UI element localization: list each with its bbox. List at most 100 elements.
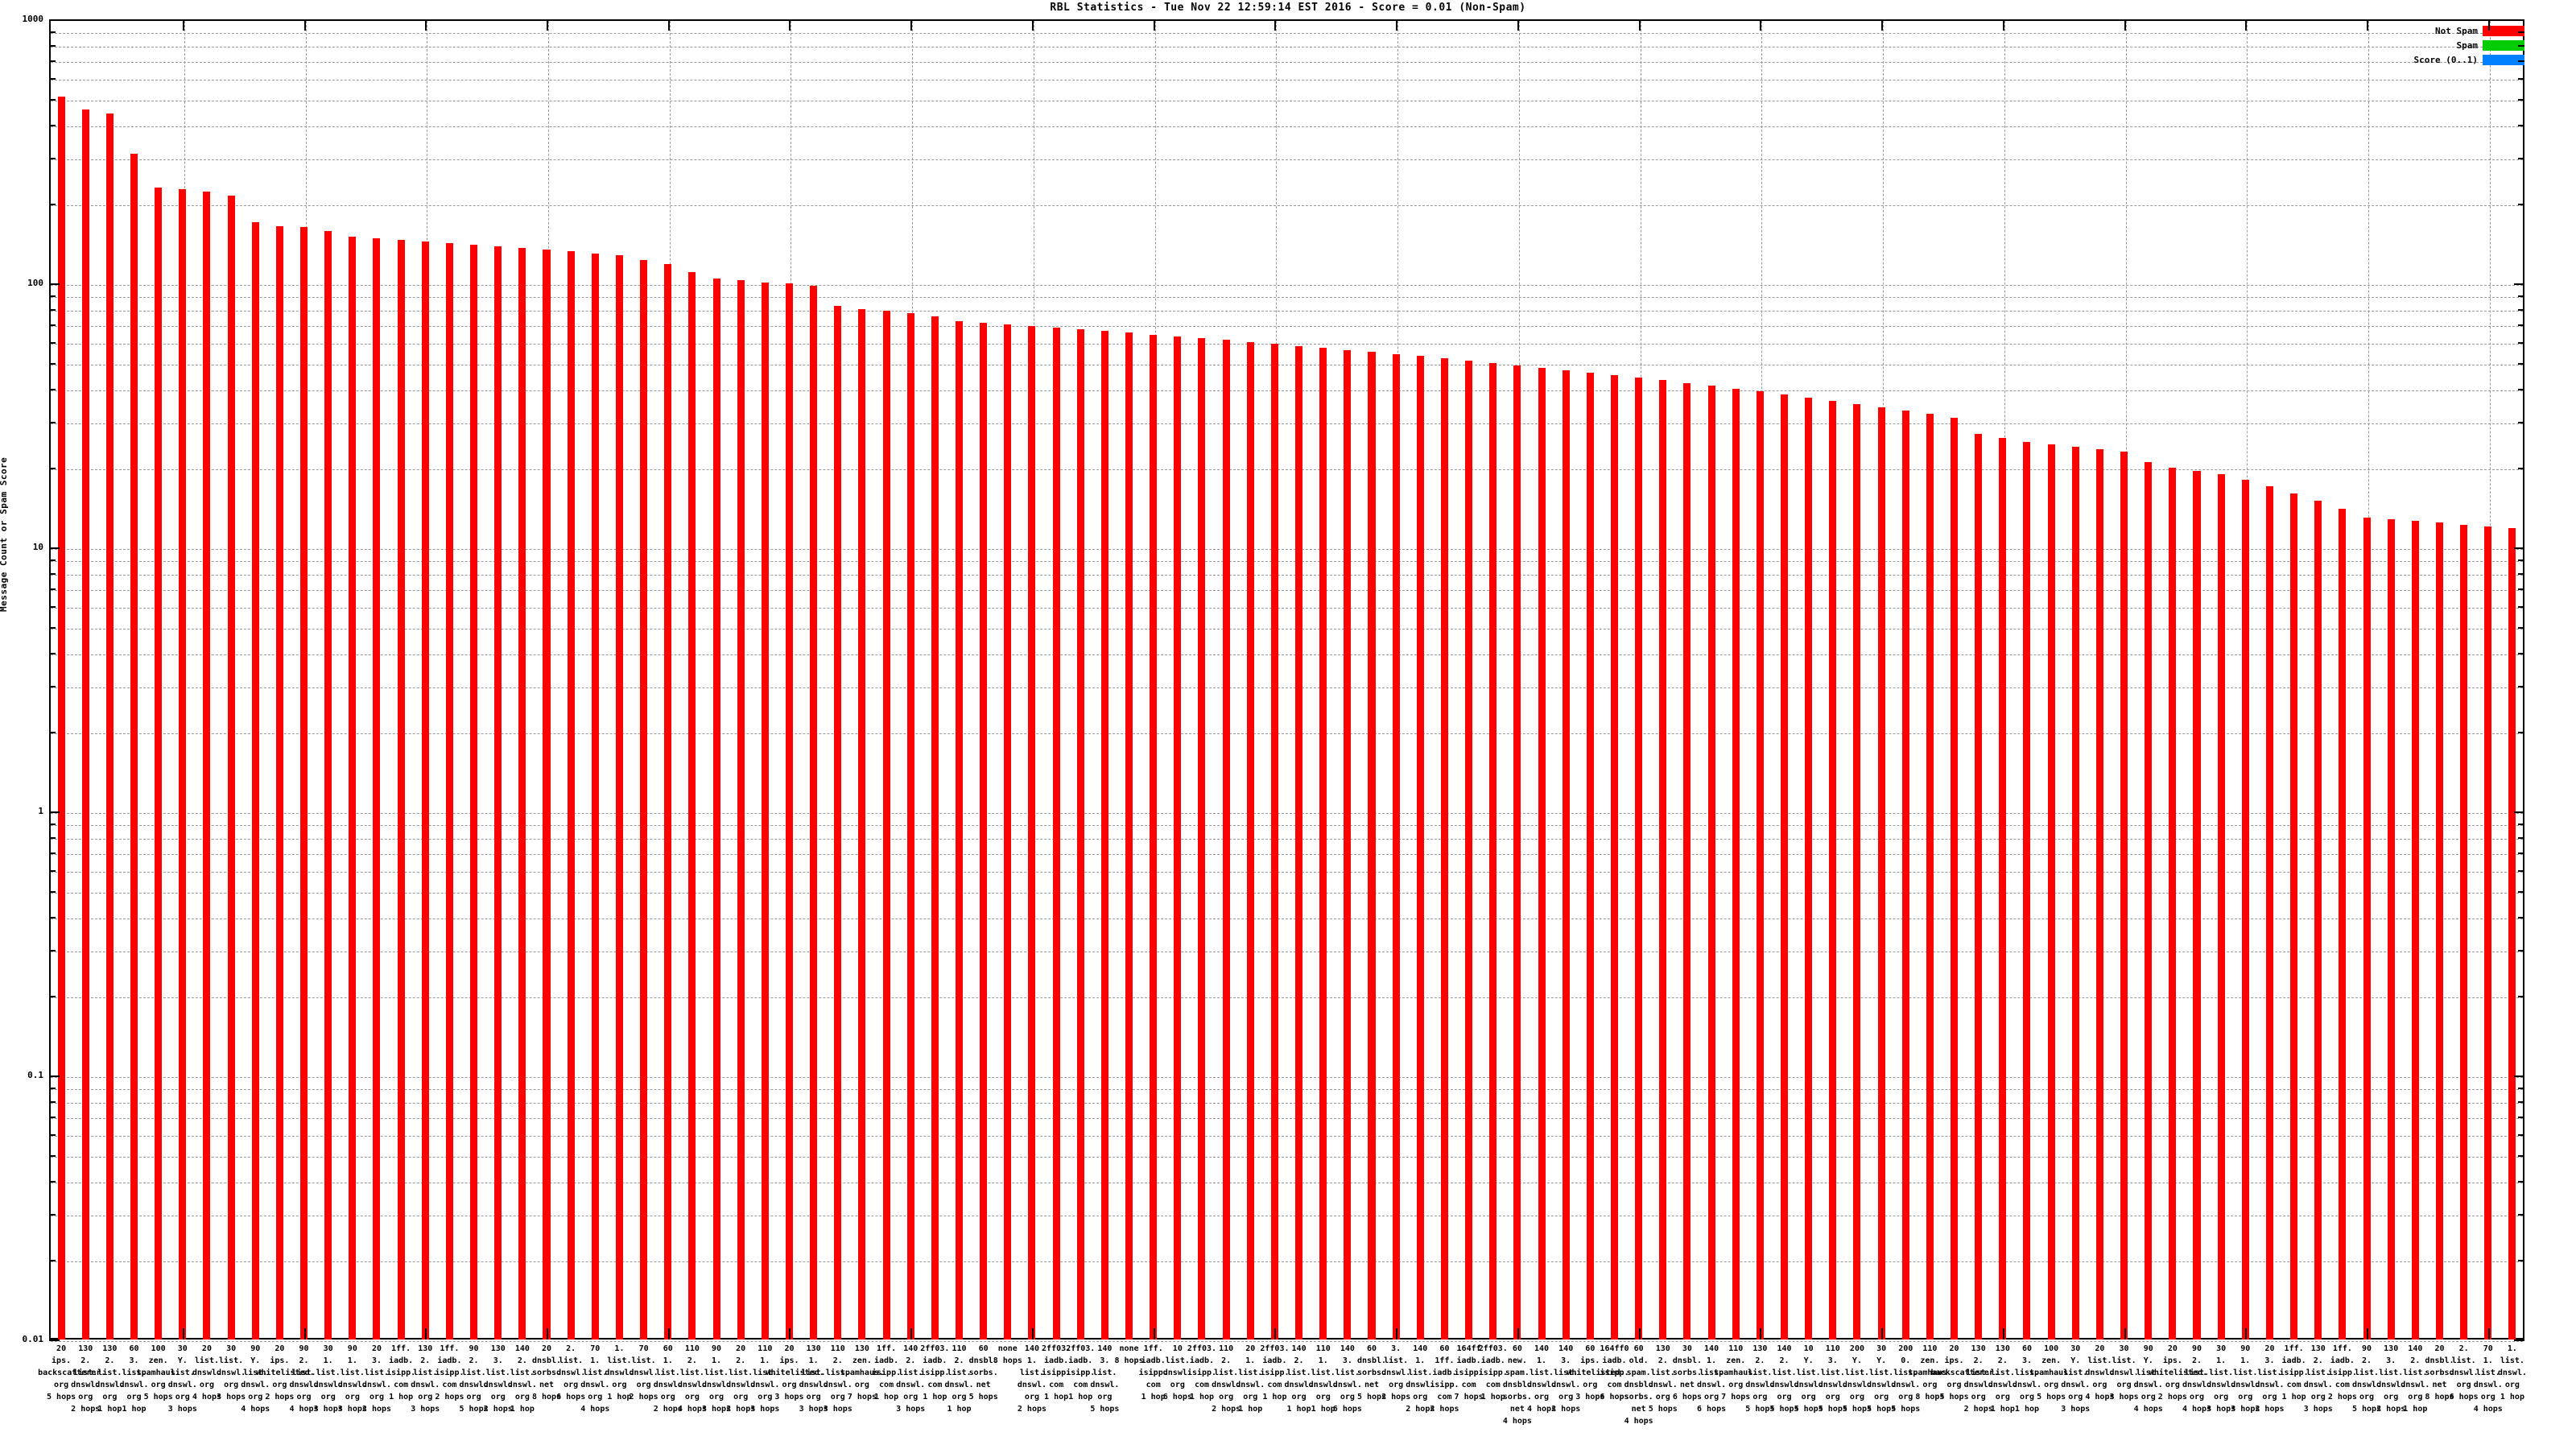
bar	[494, 246, 502, 1340]
x-axis-label-line: 5 hops	[1867, 1405, 1897, 1414]
x-axis-label-line: dnswl.	[71, 1381, 101, 1389]
x-axis-label-line: org	[588, 1393, 603, 1402]
x-axis-label-line: list.	[97, 1368, 122, 1377]
x-axis-label-line: com	[2334, 1381, 2350, 1389]
bar	[2047, 444, 2055, 1340]
x-axis-label-line: 8 hops	[1915, 1393, 1945, 1402]
bar	[179, 188, 187, 1340]
bar	[1975, 433, 1983, 1340]
x-axis-label-line: 4 hops	[241, 1405, 270, 1414]
x-axis-label-line: 130	[806, 1344, 821, 1353]
y-axis-minor-tick	[49, 605, 56, 608]
x-axis-label-line: dnswl.	[677, 1381, 707, 1389]
x-axis-tick-label: 2ff03. iadb. isipp. com 1 hop	[1251, 1343, 1298, 1403]
bar	[1635, 377, 1643, 1340]
x-axis-tick-label: 140 3. list. dnswl. org 6 hops	[1324, 1343, 1371, 1415]
x-axis-tick-label: 164ff0 iadb. isipp. com 6 hops	[1591, 1343, 1637, 1403]
gridline-horizontal	[51, 997, 2523, 999]
x-axis-label-line: dnswl.	[192, 1368, 222, 1377]
bar	[2290, 493, 2298, 1340]
x-axis-tick-label: 60 3. list. dnswl. org 1 hop	[2004, 1343, 2050, 1415]
x-axis-label-line: 2 hops	[2157, 1393, 2187, 1402]
bar	[1028, 325, 1036, 1340]
x-axis-tick-label: 130 2. list. dnswl. org 2 hops	[1955, 1343, 2002, 1415]
x-axis-label-line: 140	[2408, 1344, 2423, 1353]
gridline-horizontal	[51, 205, 2523, 207]
x-axis-label-line: 1 hop	[1990, 1405, 2015, 1414]
x-axis-label-line: org	[2092, 1381, 2107, 1389]
y-axis-minor-tick	[49, 60, 56, 62]
x-axis-label-line: list.	[1893, 1368, 1918, 1377]
bar	[1926, 414, 1934, 1340]
x-axis-label-line: dnswl.	[2401, 1381, 2430, 1389]
x-axis-label-line: iadb.	[1480, 1356, 1505, 1365]
x-axis-label-line: 3 hops	[1575, 1393, 1605, 1402]
x-axis-label-line: isipp.	[1260, 1368, 1290, 1377]
x-axis-label-line: 100	[2044, 1344, 2059, 1353]
x-axis-label-line: Y.	[2070, 1356, 2081, 1365]
x-axis-label-line: sorbs.	[1502, 1393, 1532, 1402]
x-axis-tick-label: 140 1. list. dnswl. org 6 hops	[1688, 1343, 1735, 1415]
bar	[1004, 324, 1012, 1340]
bar	[1150, 334, 1158, 1340]
y-axis-minor-tick	[2518, 949, 2524, 952]
x-axis-label-line: 2ff03.	[1478, 1344, 1508, 1353]
bar	[2071, 447, 2079, 1340]
x-axis-label-line: 30	[1682, 1344, 1692, 1353]
x-axis-tick-label: 130 2. list. dnswl. org 3 hops	[2295, 1343, 2342, 1415]
x-axis-tick-label: 60 old. spam. dnsbl. sorbs. net 4 hops	[1616, 1343, 1662, 1427]
x-axis-label-line: org	[1170, 1381, 1185, 1389]
x-axis-tick-label: 130 2. list. dnswl. org 5 hops	[1736, 1343, 1783, 1415]
y-axis-minor-tick	[2518, 421, 2524, 423]
x-axis-tick-label: 140 2. list. dnswl. org 3 hops	[887, 1343, 934, 1415]
bar	[882, 310, 890, 1340]
x-axis-label-line: 6 hops	[1600, 1393, 1629, 1402]
x-axis-label-line: 1.	[2507, 1344, 2517, 1353]
x-axis-label-line: dnsbl.	[1356, 1356, 1387, 1365]
x-axis-tick-label: 70 1. list. dnswl. org 4 hops	[572, 1343, 618, 1415]
bar	[81, 109, 89, 1340]
x-axis-label-line: isipp.	[1600, 1368, 1629, 1377]
bar	[397, 240, 405, 1340]
x-axis-label-line: org	[175, 1393, 190, 1402]
x-axis-label-line: org	[296, 1393, 312, 1402]
gridline-horizontal	[51, 61, 2523, 63]
x-axis-label-line: 164ff	[1456, 1344, 1481, 1353]
gridline-horizontal	[51, 549, 2523, 550]
x-axis-tick	[789, 1328, 791, 1340]
bar	[1513, 365, 1521, 1340]
x-axis-label-line: org	[1946, 1381, 1962, 1389]
x-axis-label-line: dnswl.	[2255, 1381, 2285, 1389]
bar	[227, 195, 235, 1340]
x-axis-tick	[303, 19, 306, 31]
x-axis-label-line: ips.	[1580, 1356, 1600, 1365]
x-axis-label-line: list.	[510, 1368, 535, 1377]
x-axis-label-line: 130	[1655, 1344, 1670, 1353]
x-axis-label-line: 130	[1971, 1344, 1986, 1353]
x-axis-label-line: org	[636, 1381, 651, 1389]
x-axis-label-line: 1 hop	[923, 1393, 947, 1402]
x-axis-label-line: org	[1389, 1381, 1404, 1389]
x-axis-label-line: com	[1267, 1381, 1282, 1389]
x-axis-tick-label: 30 Y. list. dnswl. org 3 hops	[2052, 1343, 2099, 1415]
legend-label: Score (0..1)	[2413, 55, 2478, 65]
x-axis-label-line: org	[2310, 1393, 2326, 1402]
x-axis-label-line: org	[2189, 1393, 2205, 1402]
x-axis-label-line: whitelisted.	[2149, 1368, 2208, 1377]
x-axis-tick-label: 1ff. iadb. isipp. com 1 hop	[1130, 1343, 1177, 1403]
gridline-horizontal	[51, 825, 2523, 826]
x-axis-label-line: list.	[1529, 1368, 1554, 1377]
x-axis-label-line: 1 hop	[2403, 1405, 2428, 1414]
gridline-horizontal	[51, 607, 2523, 609]
x-axis-label-line: isipp.	[872, 1368, 902, 1377]
y-axis-minor-tick	[49, 1213, 56, 1216]
bar	[810, 285, 818, 1340]
x-axis-label-line: none	[997, 1344, 1018, 1353]
bar	[373, 238, 381, 1340]
x-axis-label-line: 20	[1245, 1344, 1256, 1353]
x-axis-label-line: com	[1194, 1381, 1210, 1389]
x-axis-label-line: net	[1631, 1405, 1646, 1414]
x-axis-label-line: 1 hop	[2500, 1393, 2524, 1402]
x-axis-tick	[910, 19, 913, 31]
x-axis-label-line: dnswl.	[483, 1381, 513, 1389]
